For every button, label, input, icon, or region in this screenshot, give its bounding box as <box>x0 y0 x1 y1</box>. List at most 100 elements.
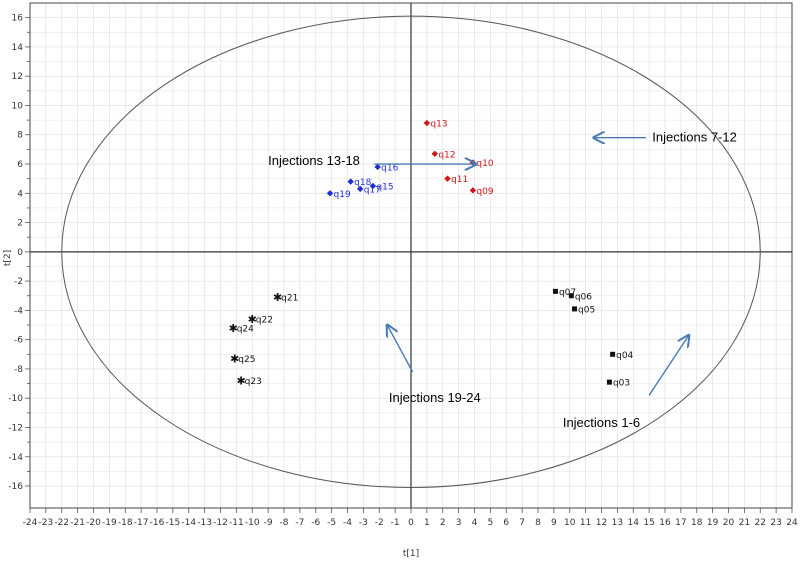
point-label-q12: q12 <box>438 150 455 160</box>
data-point-q11 <box>444 175 451 182</box>
x-tick-label: 11 <box>580 518 591 528</box>
x-tick-label: 9 <box>551 518 557 528</box>
x-tick-label: 17 <box>675 518 686 528</box>
x-tick-label: 24 <box>786 518 798 528</box>
annotation-arrow-4 <box>648 335 689 396</box>
x-tick-label: -9 <box>264 518 273 528</box>
x-tick-label: -21 <box>70 518 85 528</box>
x-tick-label: -6 <box>311 518 320 528</box>
data-point-q19 <box>326 190 334 197</box>
x-tick-label: 13 <box>612 518 623 528</box>
x-tick-label: -7 <box>295 518 304 528</box>
data-point-q06 <box>568 293 574 299</box>
x-tick-label: -5 <box>327 518 336 528</box>
data-point-q15 <box>369 182 377 190</box>
x-tick-label: -16 <box>150 518 165 528</box>
x-tick-label: 4 <box>472 518 478 528</box>
x-tick-label: -22 <box>54 518 69 528</box>
x-tick-label: -23 <box>39 518 54 528</box>
x-tick-label: 2 <box>440 518 446 528</box>
x-tick-label: 14 <box>628 518 640 528</box>
data-points: q09q10q11q12q13q15q16q17q18q19q03q04q05q… <box>229 120 634 389</box>
annotation-label-3: Injections 19-24 <box>389 390 481 405</box>
x-tick-label: -19 <box>102 518 117 528</box>
point-label-q18: q18 <box>354 178 371 188</box>
hotelling-ellipse <box>61 15 761 489</box>
x-tick-label: 3 <box>456 518 462 528</box>
grid <box>25 3 793 513</box>
point-label-q07: q07 <box>559 288 576 298</box>
data-point-q18 <box>347 178 354 185</box>
point-label-q19: q19 <box>334 190 351 200</box>
x-tick-label: 8 <box>535 518 541 528</box>
annotation-label-1: Injections 7-12 <box>652 130 737 145</box>
x-tick-label: 20 <box>723 518 735 528</box>
x-tick-label: -14 <box>181 518 196 528</box>
data-point-q03 <box>606 379 612 385</box>
point-label-q05: q05 <box>578 305 595 315</box>
data-point-q24: ✱ <box>229 322 238 335</box>
x-tick-label: 6 <box>503 518 509 528</box>
x-tick-label: -20 <box>86 518 101 528</box>
x-tick-label: -13 <box>197 518 212 528</box>
point-label-q04: q04 <box>616 351 633 361</box>
y-tick-label: -2 <box>14 277 23 287</box>
x-tick-label: 23 <box>770 518 781 528</box>
point-label-q06: q06 <box>575 292 592 302</box>
data-point-q10 <box>469 159 477 166</box>
y-tick-labels: 16 14 12 10 8 6 4 2 0 -2 -4 -6 -8 -10 -12 -14 -16 <box>8 14 23 492</box>
x-tick-label: -1 <box>391 518 400 528</box>
y-tick-label: 12 <box>12 72 23 82</box>
y-axis-label: t[2] <box>3 250 13 266</box>
data-point-q04 <box>610 351 616 357</box>
data-point-q21: ✱ <box>273 291 282 304</box>
x-tick-label: -12 <box>213 518 228 528</box>
point-label-q13: q13 <box>430 120 447 130</box>
point-label-q09: q09 <box>476 187 493 197</box>
data-point-q17 <box>357 185 364 193</box>
x-tick-label: -4 <box>343 518 352 528</box>
point-label-q17: q17 <box>364 185 381 195</box>
y-tick-label: -12 <box>8 423 23 433</box>
point-label-q11: q11 <box>451 175 468 185</box>
y-tick-label: 0 <box>17 248 23 258</box>
data-point-q12 <box>431 150 439 157</box>
x-tick-label: -8 <box>280 518 289 528</box>
zero-axes <box>30 3 792 508</box>
data-point-q23: ✱ <box>237 375 246 388</box>
y-tick-label: 16 <box>12 14 24 24</box>
x-tick-label: 5 <box>488 518 494 528</box>
y-tick-label: -14 <box>8 453 23 463</box>
x-tick-label: 7 <box>519 518 525 528</box>
y-tick-label: 6 <box>17 160 23 170</box>
y-tick-label: 2 <box>17 219 23 229</box>
y-tick-label: 8 <box>17 131 23 141</box>
data-point-q09 <box>469 187 477 194</box>
y-tick-label: 10 <box>12 101 24 111</box>
point-label-q25: q25 <box>238 355 255 365</box>
x-tick-label: 0 <box>408 518 414 528</box>
data-point-q07 <box>552 288 558 294</box>
annotation-arrow-3 <box>387 325 414 373</box>
x-tick-label: 18 <box>691 518 703 528</box>
data-point-q16 <box>374 163 381 171</box>
data-point-q13 <box>423 119 431 127</box>
x-tick-label: 22 <box>755 518 766 528</box>
x-tick-label: -2 <box>375 518 384 528</box>
x-tick-label: -17 <box>134 518 149 528</box>
x-tick-label: 12 <box>596 518 607 528</box>
y-tick-label: -10 <box>8 394 23 404</box>
point-label-q24: q24 <box>237 324 254 334</box>
y-tick-label: -16 <box>8 482 23 492</box>
x-tick-label: 10 <box>564 518 576 528</box>
data-point-q05 <box>572 306 578 312</box>
y-tick-label: -6 <box>14 336 23 346</box>
point-label-q16: q16 <box>381 163 398 173</box>
point-label-q10: q10 <box>476 159 493 169</box>
x-tick-label: 1 <box>424 518 430 528</box>
x-tick-label: 16 <box>659 518 671 528</box>
y-tick-label: -4 <box>14 306 23 316</box>
x-tick-label: -10 <box>245 518 260 528</box>
x-tick-label: -24 <box>23 518 38 528</box>
